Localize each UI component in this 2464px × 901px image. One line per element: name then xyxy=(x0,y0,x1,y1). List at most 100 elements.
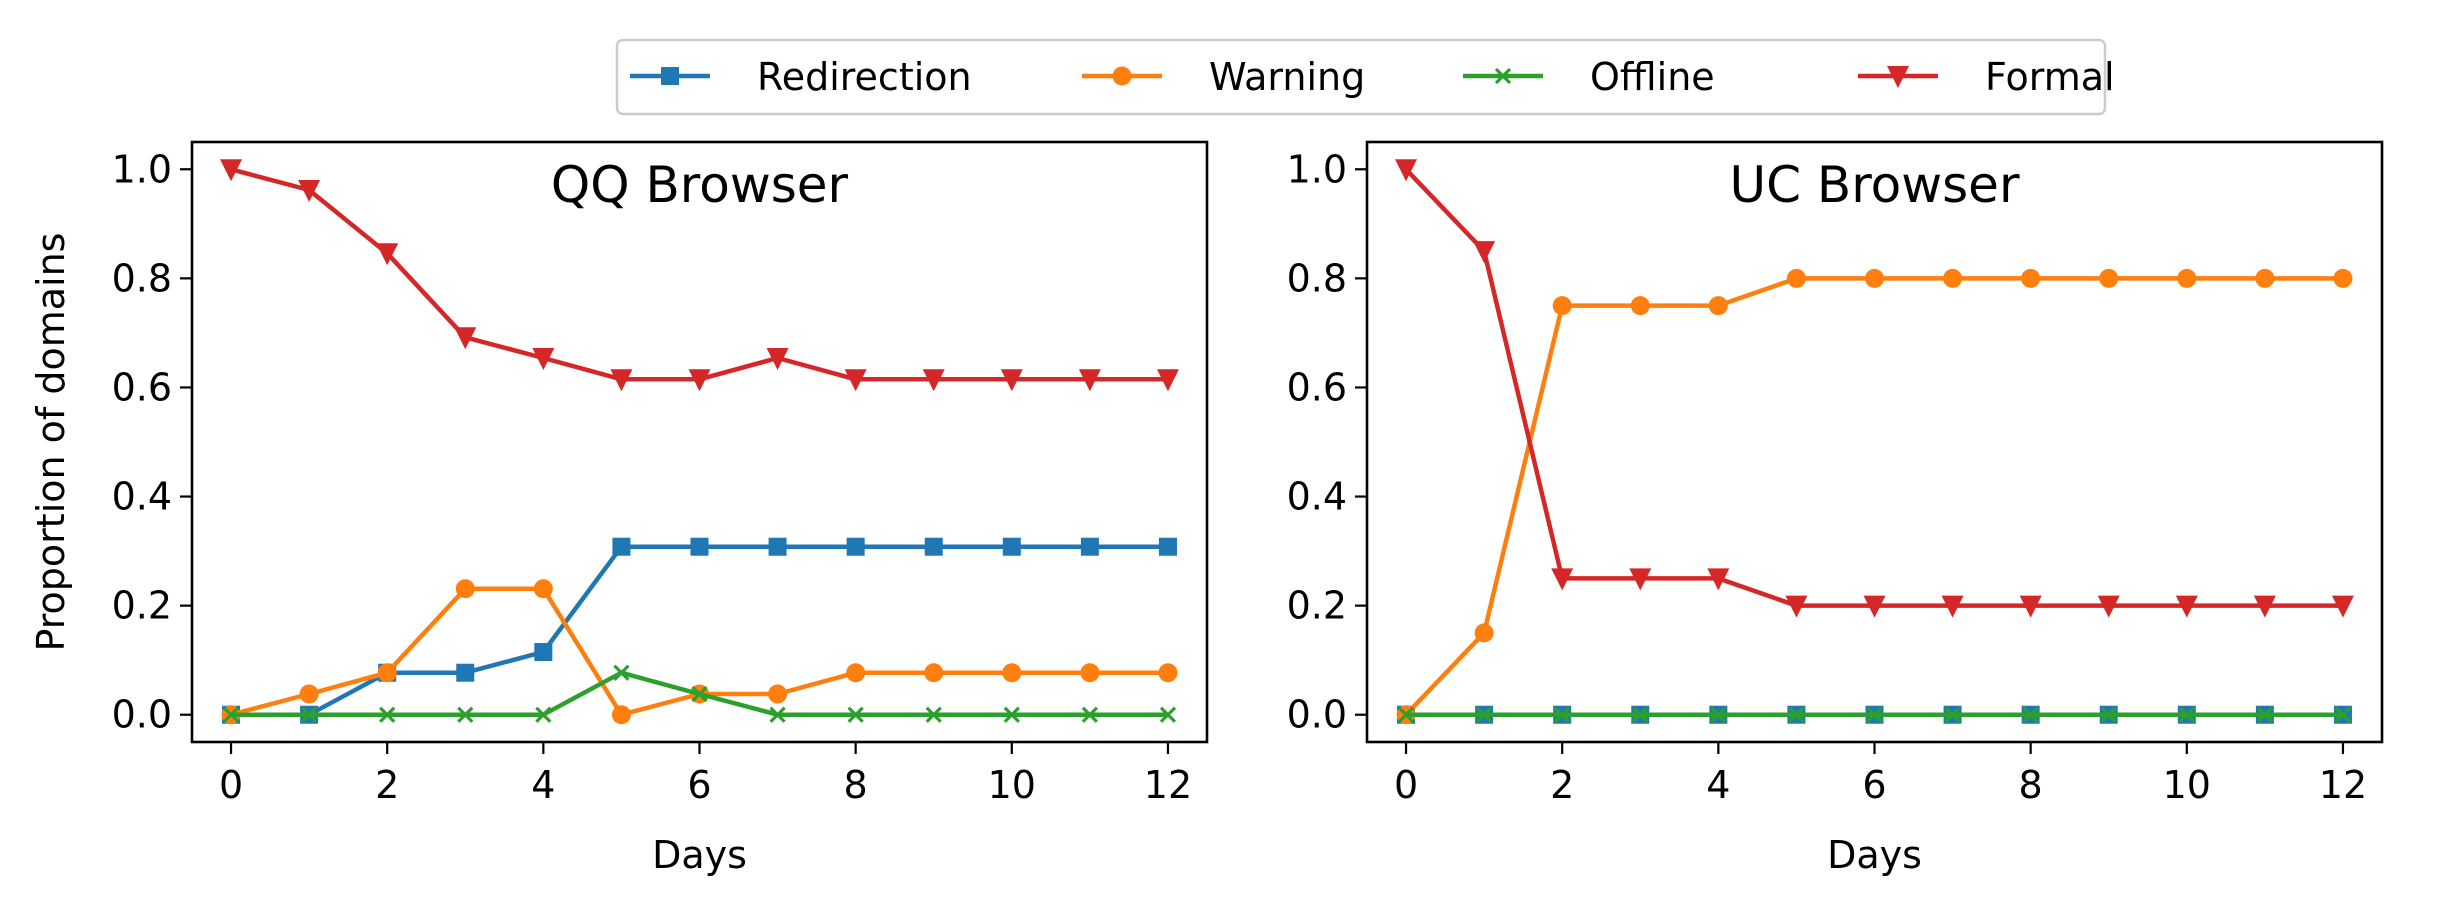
x-tick-label: 4 xyxy=(1706,763,1730,807)
y-tick-label: 0.0 xyxy=(112,693,172,737)
data-point-offline xyxy=(1788,706,1805,723)
legend-item-formal: Formal xyxy=(1858,55,2115,99)
x-axis-label: Days xyxy=(652,833,747,877)
x-axis-label: Days xyxy=(1827,833,1922,877)
y-tick-label: 0.0 xyxy=(1287,693,1347,737)
data-point-redirection xyxy=(768,537,787,556)
data-point-redirection xyxy=(1080,537,1099,556)
data-point-warning xyxy=(1080,663,1100,683)
data-point-warning xyxy=(2177,268,2197,288)
data-point-formal xyxy=(1863,595,1886,618)
y-tick-label: 0.4 xyxy=(112,475,172,519)
data-point-offline xyxy=(1003,706,1020,723)
data-point-warning xyxy=(1002,663,1022,683)
data-point-warning xyxy=(533,579,553,599)
x-tick-label: 6 xyxy=(1862,763,1886,807)
data-point-offline xyxy=(379,706,396,723)
x-tick-label: 12 xyxy=(2319,763,2367,807)
data-point-offline xyxy=(2334,706,2352,723)
data-point-offline xyxy=(1632,706,1649,723)
data-point-warning xyxy=(1630,296,1650,316)
data-point-offline xyxy=(847,706,864,723)
chart-title: QQ Browser xyxy=(551,156,849,214)
x-tick-label: 8 xyxy=(2019,763,2043,807)
data-point-warning xyxy=(2021,268,2041,288)
data-point-offline xyxy=(1554,706,1571,723)
data-point-formal xyxy=(1785,595,1808,618)
x-tick-label: 0 xyxy=(219,763,243,807)
data-point-offline xyxy=(2022,706,2039,723)
legend-label: Redirection xyxy=(757,55,972,99)
data-point-formal xyxy=(1707,568,1730,591)
data-point-formal xyxy=(1473,241,1496,264)
legend-item-offline: Offline xyxy=(1463,55,1715,99)
data-point-redirection xyxy=(846,537,865,556)
data-point-warning xyxy=(2099,268,2119,288)
data-point-offline xyxy=(2256,706,2274,723)
data-point-redirection xyxy=(612,537,631,556)
y-tick-label: 1.0 xyxy=(1287,147,1347,191)
data-point-redirection xyxy=(534,643,553,661)
legend-label: Offline xyxy=(1590,55,1715,99)
series-warning xyxy=(221,579,1178,725)
data-point-warning xyxy=(2255,268,2275,288)
x-tick-label: 10 xyxy=(2163,763,2211,807)
data-point-offline xyxy=(2100,706,2117,723)
data-point-formal xyxy=(376,243,399,266)
data-point-redirection xyxy=(1002,537,1021,556)
data-point-offline xyxy=(300,706,318,723)
legend-label: Warning xyxy=(1209,55,1365,99)
plot-frame xyxy=(190,140,1209,744)
data-point-formal xyxy=(2175,595,2198,618)
data-point-formal xyxy=(688,369,711,392)
x-tick-label: 6 xyxy=(687,763,711,807)
data-point-warning xyxy=(299,684,319,704)
data-point-offline xyxy=(1944,706,1961,723)
y-tick-label: 0.2 xyxy=(112,584,172,628)
legend-marker xyxy=(1887,66,1909,88)
data-point-warning xyxy=(1865,268,1884,288)
series-line-warning xyxy=(1404,276,2343,717)
data-point-offline xyxy=(1081,706,1099,723)
data-point-offline xyxy=(1159,706,1177,723)
y-tick-label: 1.0 xyxy=(112,147,172,191)
data-point-offline xyxy=(691,685,708,703)
data-point-formal xyxy=(1941,595,1964,618)
legend-item-warning: Warning xyxy=(1082,55,1365,99)
data-point-formal xyxy=(2019,595,2042,618)
chart-panel-2: 0.0 0.2 0.4 0.6 0.8 1.0 0 2 4 6 8 10 12 UC Browser Day… xyxy=(1287,140,2384,877)
series-line-formal xyxy=(1404,167,2343,608)
x-tick-label: 12 xyxy=(1144,763,1192,807)
data-point-warning xyxy=(1943,268,1963,288)
data-point-warning xyxy=(377,663,397,683)
data-point-formal xyxy=(1551,568,1574,591)
data-point-warning xyxy=(1786,268,1806,288)
data-point-warning xyxy=(2333,268,2353,288)
data-point-redirection xyxy=(1158,537,1177,556)
data-point-formal xyxy=(2253,595,2276,618)
data-point-formal xyxy=(766,348,789,370)
legend-marker xyxy=(1112,66,1132,86)
data-point-warning xyxy=(611,705,631,725)
x-tick-label: 10 xyxy=(988,763,1036,807)
data-point-formal xyxy=(2097,595,2120,618)
legend-marker xyxy=(1494,67,1512,85)
data-point-formal xyxy=(1156,369,1179,392)
legend-item-redirection: Redirection xyxy=(630,55,972,99)
data-point-formal xyxy=(454,327,477,350)
data-point-formal xyxy=(844,369,867,392)
data-point-offline xyxy=(457,706,474,723)
data-point-offline xyxy=(535,706,552,723)
chart-panel-1: 0.0 0.2 0.4 0.6 0.8 1.0 0 2 4 6 8 10 12 QQ Browser Day… xyxy=(29,140,1209,877)
data-point-formal xyxy=(922,369,945,392)
data-point-formal xyxy=(298,180,321,202)
data-point-warning xyxy=(924,663,944,683)
data-point-warning xyxy=(1708,296,1728,316)
plot-frame xyxy=(1365,140,2384,744)
data-point-warning xyxy=(846,663,866,683)
data-point-offline xyxy=(2178,706,2195,723)
data-point-offline xyxy=(1710,706,1727,723)
y-tick-label: 0.6 xyxy=(1287,365,1347,409)
data-point-warning xyxy=(768,684,788,704)
